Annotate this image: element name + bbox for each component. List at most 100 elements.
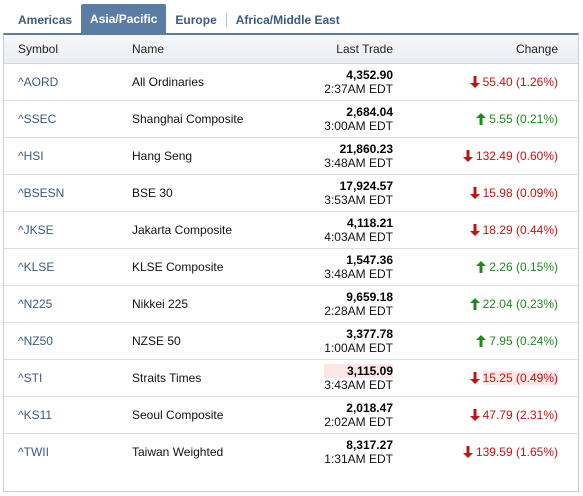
arrow-down-icon xyxy=(469,76,480,88)
index-name: Taiwan Weighted xyxy=(132,445,224,459)
change-text: 5.55 (0.21%) xyxy=(489,112,558,126)
arrow-down-icon xyxy=(469,409,480,421)
tab-americas[interactable]: Americas xyxy=(18,13,73,27)
symbol-link[interactable]: ^BSESN xyxy=(18,186,65,200)
last-trade: 4,352.90 2:37AM EDT xyxy=(324,68,393,96)
last-trade-price: 1,547.36 xyxy=(346,253,393,267)
index-name: All Ordinaries xyxy=(132,75,205,89)
last-trade-price: 17,924.57 xyxy=(339,179,393,193)
region-tabs: Americas Asia/Pacific Europe Africa/Midd… xyxy=(0,0,583,33)
index-name: Straits Times xyxy=(132,371,202,385)
symbol-link[interactable]: ^KLSE xyxy=(18,260,55,274)
change-text: 55.40 (1.26%) xyxy=(482,75,558,89)
table-row: ^STI Straits Times 3,115.09 3:43AM EDT 15.25… xyxy=(4,360,578,397)
change-value: 7.95 (0.24%) xyxy=(476,334,558,348)
last-trade-price: 2,684.04 xyxy=(346,105,393,119)
last-trade: 3,115.09 3:43AM EDT xyxy=(324,364,393,392)
tab-africa-middle-east[interactable]: Africa/Middle East xyxy=(235,13,340,27)
change-value: 5.55 (0.21%) xyxy=(476,112,558,126)
table-body: ^AORD All Ordinaries 4,352.90 2:37AM EDT 55.… xyxy=(4,64,578,471)
table-row: ^SSEC Shanghai Composite 2,684.04 3:00AM ED… xyxy=(4,101,578,138)
symbol-link[interactable]: ^HSI xyxy=(18,149,44,163)
index-name: Hang Seng xyxy=(132,149,193,163)
last-trade-time: 1:00AM EDT xyxy=(324,341,393,355)
symbol-link[interactable]: ^AORD xyxy=(18,75,59,89)
change-value: 47.79 (2.31%) xyxy=(469,408,558,422)
last-trade-price: 9,659.18 xyxy=(346,290,393,304)
arrow-down-icon xyxy=(469,187,480,199)
last-trade-price: 8,317.27 xyxy=(346,438,393,452)
table-row: ^TWII Taiwan Weighted 8,317.27 1:31AM EDT 13… xyxy=(4,434,578,471)
index-name: NZSE 50 xyxy=(132,334,181,348)
last-trade-time: 3:53AM EDT xyxy=(324,193,393,207)
last-trade: 2,018.47 2:02AM EDT xyxy=(324,401,393,429)
change-text: 18.29 (0.44%) xyxy=(482,223,558,237)
table-row: ^NZ50 NZSE 50 3,377.78 1:00AM EDT 7.95 (0.24… xyxy=(4,323,578,360)
table-header: Symbol Name Last Trade Change xyxy=(4,35,578,64)
change-value: 139.59 (1.65%) xyxy=(462,445,558,459)
arrow-up-icon xyxy=(469,298,480,310)
change-text: 139.59 (1.65%) xyxy=(475,445,558,459)
change-value: 22.04 (0.23%) xyxy=(469,297,558,311)
change-text: 7.95 (0.24%) xyxy=(489,334,558,348)
symbol-link[interactable]: ^KS11 xyxy=(18,408,53,422)
arrow-up-icon xyxy=(476,335,487,347)
change-value: 2.26 (0.15%) xyxy=(476,260,558,274)
index-name: KLSE Composite xyxy=(132,260,224,274)
last-trade-price: 3,377.78 xyxy=(346,327,393,341)
index-name: Nikkei 225 xyxy=(132,297,189,311)
header-last-trade: Last Trade xyxy=(336,42,393,56)
last-trade: 2,684.04 3:00AM EDT xyxy=(324,105,393,133)
table-row: ^BSESN BSE 30 17,924.57 3:53AM EDT 15.98 (0.… xyxy=(4,175,578,212)
last-trade: 21,860.23 3:48AM EDT xyxy=(324,142,393,170)
change-value: 15.98 (0.09%) xyxy=(469,186,558,200)
last-trade-time: 3:48AM EDT xyxy=(324,267,393,281)
table-row: ^JKSE Jakarta Composite 4,118.21 4:03AM EDT… xyxy=(4,212,578,249)
symbol-link[interactable]: ^JKSE xyxy=(18,223,54,237)
last-trade-price: 4,118.21 xyxy=(346,216,393,230)
tab-europe[interactable]: Europe xyxy=(175,13,217,27)
change-text: 15.25 (0.49%) xyxy=(482,371,558,385)
index-name: Shanghai Composite xyxy=(132,112,244,126)
index-name: BSE 30 xyxy=(132,186,173,200)
last-trade: 8,317.27 1:31AM EDT xyxy=(324,438,393,466)
last-trade-price: 3,115.09 xyxy=(324,364,393,378)
symbol-link[interactable]: ^STI xyxy=(18,371,43,385)
header-name: Name xyxy=(132,42,165,56)
symbol-link[interactable]: ^N225 xyxy=(18,297,53,311)
table-row: ^KLSE KLSE Composite 1,547.36 3:48AM EDT 2.2… xyxy=(4,249,578,286)
arrow-down-icon xyxy=(462,150,473,162)
change-value: 18.29 (0.44%) xyxy=(469,223,558,237)
last-trade: 9,659.18 2:28AM EDT xyxy=(324,290,393,318)
last-trade: 1,547.36 3:48AM EDT xyxy=(324,253,393,281)
header-symbol: Symbol xyxy=(18,42,59,56)
last-trade-time: 3:43AM EDT xyxy=(324,378,393,392)
last-trade-time: 3:00AM EDT xyxy=(324,119,393,133)
symbol-link[interactable]: ^SSEC xyxy=(18,112,57,126)
change-text: 2.26 (0.15%) xyxy=(489,260,558,274)
arrow-up-icon xyxy=(476,113,487,125)
last-trade-time: 3:48AM EDT xyxy=(324,156,393,170)
table-row: ^HSI Hang Seng 21,860.23 3:48AM EDT 132.49 (… xyxy=(4,138,578,175)
last-trade-price: 21,860.23 xyxy=(339,142,393,156)
index-name: Jakarta Composite xyxy=(132,223,233,237)
last-trade-price: 2,018.47 xyxy=(346,401,393,415)
change-text: 47.79 (2.31%) xyxy=(482,408,558,422)
table-row: ^AORD All Ordinaries 4,352.90 2:37AM EDT 55.… xyxy=(4,64,578,101)
arrow-up-icon xyxy=(476,261,487,273)
last-trade-price: 4,352.90 xyxy=(346,68,393,82)
symbol-link[interactable]: ^TWII xyxy=(18,445,49,459)
arrow-down-icon xyxy=(462,446,473,458)
last-trade: 3,377.78 1:00AM EDT xyxy=(324,327,393,355)
change-text: 22.04 (0.23%) xyxy=(482,297,558,311)
last-trade-time: 2:02AM EDT xyxy=(324,415,393,429)
tab-asia-pacific[interactable]: Asia/Pacific xyxy=(81,4,167,33)
symbol-link[interactable]: ^NZ50 xyxy=(18,334,53,348)
change-text: 15.98 (0.09%) xyxy=(482,186,558,200)
arrow-down-icon xyxy=(469,224,480,236)
table-row: ^KS11 Seoul Composite 2,018.47 2:02AM EDT 47… xyxy=(4,397,578,434)
change-value: 132.49 (0.60%) xyxy=(462,149,558,163)
last-trade-time: 1:31AM EDT xyxy=(324,452,393,466)
table-row: ^N225 Nikkei 225 9,659.18 2:28AM EDT 22.04 (… xyxy=(4,286,578,323)
last-trade-time: 4:03AM EDT xyxy=(324,230,393,244)
